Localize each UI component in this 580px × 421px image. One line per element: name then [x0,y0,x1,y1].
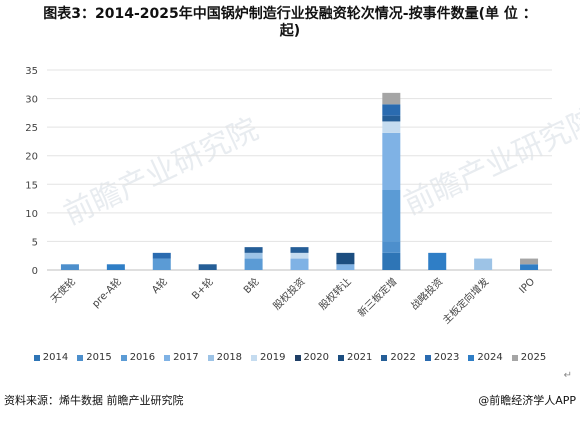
gridlines [47,69,552,271]
chart-title-line2: 起) [279,23,301,39]
y-tick-label: 5 [32,237,38,248]
bar-segment-2024 [106,264,125,270]
bar-segment-2017 [382,132,401,190]
brand-note: @前瞻经济学人APP [478,394,576,407]
bar-segment-2022 [244,247,263,253]
legend-label: 2016 [129,352,156,363]
x-tick-label: IPO [517,276,537,296]
bar-segment-2022 [290,247,309,253]
y-tick-label: 25 [25,123,38,134]
bar-segment-2025 [520,258,539,265]
legend-swatch [164,354,171,361]
x-tick-label: B+轮 [189,275,216,302]
x-tick-label: 股权转让 [316,275,353,312]
bar-segment-2025 [382,92,401,105]
watermark-text-left: 前瞻产业研究院 [59,112,264,232]
legend-item-2023: 2023 [424,352,460,363]
legend-label: 2021 [346,352,373,363]
bar-segment-2023 [382,104,401,116]
chart-title-line1: 图表3：2014-2025年中国锅炉制造行业投融资轮次情况-按事件数量(单 位 … [43,6,537,22]
legend-swatch [381,354,388,361]
x-tick-label: 股权投资 [270,275,307,312]
legend-swatch [511,354,518,361]
y-tick-label: 15 [25,180,38,191]
bar-segment-2018 [474,258,493,270]
x-tick-label: A轮 [149,275,170,296]
y-tick-label: 35 [25,66,38,77]
bar-segment-2023 [152,252,171,259]
legend-swatch [251,354,258,361]
bar-segment-2019 [382,121,401,133]
legend-label: 2024 [477,352,503,363]
legend-label: 2023 [433,352,460,363]
y-tick-label: 20 [25,152,38,163]
bars [60,92,539,270]
legend-swatch [337,354,344,361]
bar-segment-2019 [290,252,309,259]
bar-segment-2015 [60,264,79,270]
legend-swatch [77,354,84,361]
legend-item-2022: 2022 [381,352,416,363]
watermark-text-right: 前瞻产业研究院 [399,102,580,222]
y-axis: 0 5 10 15 20 25 30 35 [25,66,38,277]
legend-label: 2017 [173,352,199,363]
legend-swatch [294,354,301,361]
legend-swatch [33,354,40,361]
bar-segment-2021 [336,252,355,265]
legend-label: 2025 [520,352,547,363]
bar-segment-2017 [336,264,355,270]
legend-item-2020: 2020 [294,352,329,363]
bar-segment-2017 [290,258,309,270]
legend-label: 2014 [42,352,69,363]
legend-label: 2020 [303,352,329,363]
y-tick-label: 10 [25,209,38,220]
bar-segment-2022 [382,115,401,122]
x-tick-label: pre-A轮 [89,275,124,310]
source-note: 资料来源：烯牛数据 前瞻产业研究院 [4,394,184,407]
chart-title: 图表3：2014-2025年中国锅炉制造行业投融资轮次情况-按事件数量(单 位 … [0,6,580,40]
bar-segment-2018 [244,252,263,259]
bar-segment-2024 [428,252,447,270]
legend-swatch [207,354,214,361]
stacked-bar-chart: 前瞻产业研究院 前瞻产业研究院 0 5 10 15 20 25 30 35 天使轮 pre-A轮… [25,66,580,327]
legend: 2014 2015 2016 2017 2018 2019 2020 2021 2022 2023… [0,352,580,363]
legend-swatch [120,354,127,361]
x-tick-label: 主板定向增发 [440,275,492,327]
legend-item-2015: 2015 [77,352,112,363]
bar-segment-2016 [244,258,263,270]
legend-swatch [424,354,431,361]
legend-label: 2015 [86,352,112,363]
legend-item-2019: 2019 [251,352,286,363]
bar-segment-2015 [382,241,401,253]
x-tick-label: 战略投资 [408,275,445,312]
bar-segment-2016 [382,190,401,242]
legend-item-2024: 2024 [468,352,503,363]
legend-item-2021: 2021 [337,352,373,363]
legend-item-2016: 2016 [120,352,156,363]
legend-swatch [468,354,475,361]
y-tick-label: 30 [25,95,38,106]
y-tick-label: 0 [32,266,38,277]
x-tick-label: B轮 [241,275,262,296]
legend-item-2025: 2025 [511,352,547,363]
bar-segment-2022 [198,264,217,270]
legend-label: 2018 [216,352,243,363]
bar-segment-2024 [520,264,539,270]
legend-item-2017: 2017 [164,352,199,363]
x-tick-label: 天使轮 [48,275,78,305]
legend-item-2018: 2018 [207,352,243,363]
legend-label: 2022 [390,352,416,363]
bar-segment-2014 [382,252,401,270]
x-tick-label: 新三板定增 [355,275,400,320]
bar-segment-2016 [152,258,171,270]
return-mark: ↵ [563,370,572,381]
legend-item-2014: 2014 [33,352,69,363]
legend-label: 2019 [260,352,286,363]
